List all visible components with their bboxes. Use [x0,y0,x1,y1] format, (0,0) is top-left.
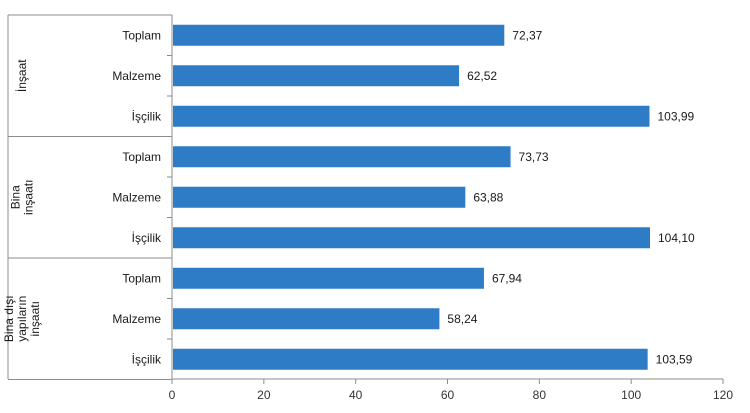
x-tick-label: 20 [257,388,271,402]
group-label: yapıların [15,296,29,342]
bar [173,227,650,249]
data-label: 58,24 [447,312,477,326]
category-label: Toplam [122,28,161,42]
category-label: İşçilik [132,352,162,366]
group-label: İnşaat [15,59,29,92]
x-tick-label: 0 [169,388,176,402]
bar [173,24,505,46]
category-label: Malzeme [112,312,161,326]
category-label: Toplam [122,271,161,285]
group-label: inşaatı [28,301,42,336]
x-tick-label: 120 [713,388,733,402]
bars: 72,37 62,52 103,99 73,73 63,88 104,10 67,94 58,… [173,24,695,370]
category-label: Malzeme [112,190,161,204]
bar [173,308,440,330]
data-label: 103,99 [657,109,694,123]
category-label: Malzeme [112,69,161,83]
bar [173,267,484,289]
bar [173,186,466,208]
bar [173,146,511,168]
category-label: Toplam [122,150,161,164]
group-label: Bina [9,185,23,209]
data-label: 67,94 [492,271,522,285]
category-label: İşçilik [132,231,162,245]
x-tick-label: 60 [441,388,455,402]
bar [173,105,650,127]
bar [173,65,460,87]
data-label: 73,73 [519,150,549,164]
x-tick-label: 40 [349,388,363,402]
data-label: 103,59 [656,352,693,366]
x-tick-label: 100 [621,388,641,402]
bar [173,348,648,370]
group-label: Bina dışı [2,295,16,342]
category-label: İşçilik [132,109,162,123]
data-label: 63,88 [473,190,503,204]
data-label: 72,37 [512,28,542,42]
group-label: inşaatı [22,180,36,215]
x-tick-label: 80 [533,388,547,402]
data-label: 62,52 [467,69,497,83]
data-label: 104,10 [658,231,695,245]
axes: 0 20 40 60 80 100 120 [7,14,733,402]
